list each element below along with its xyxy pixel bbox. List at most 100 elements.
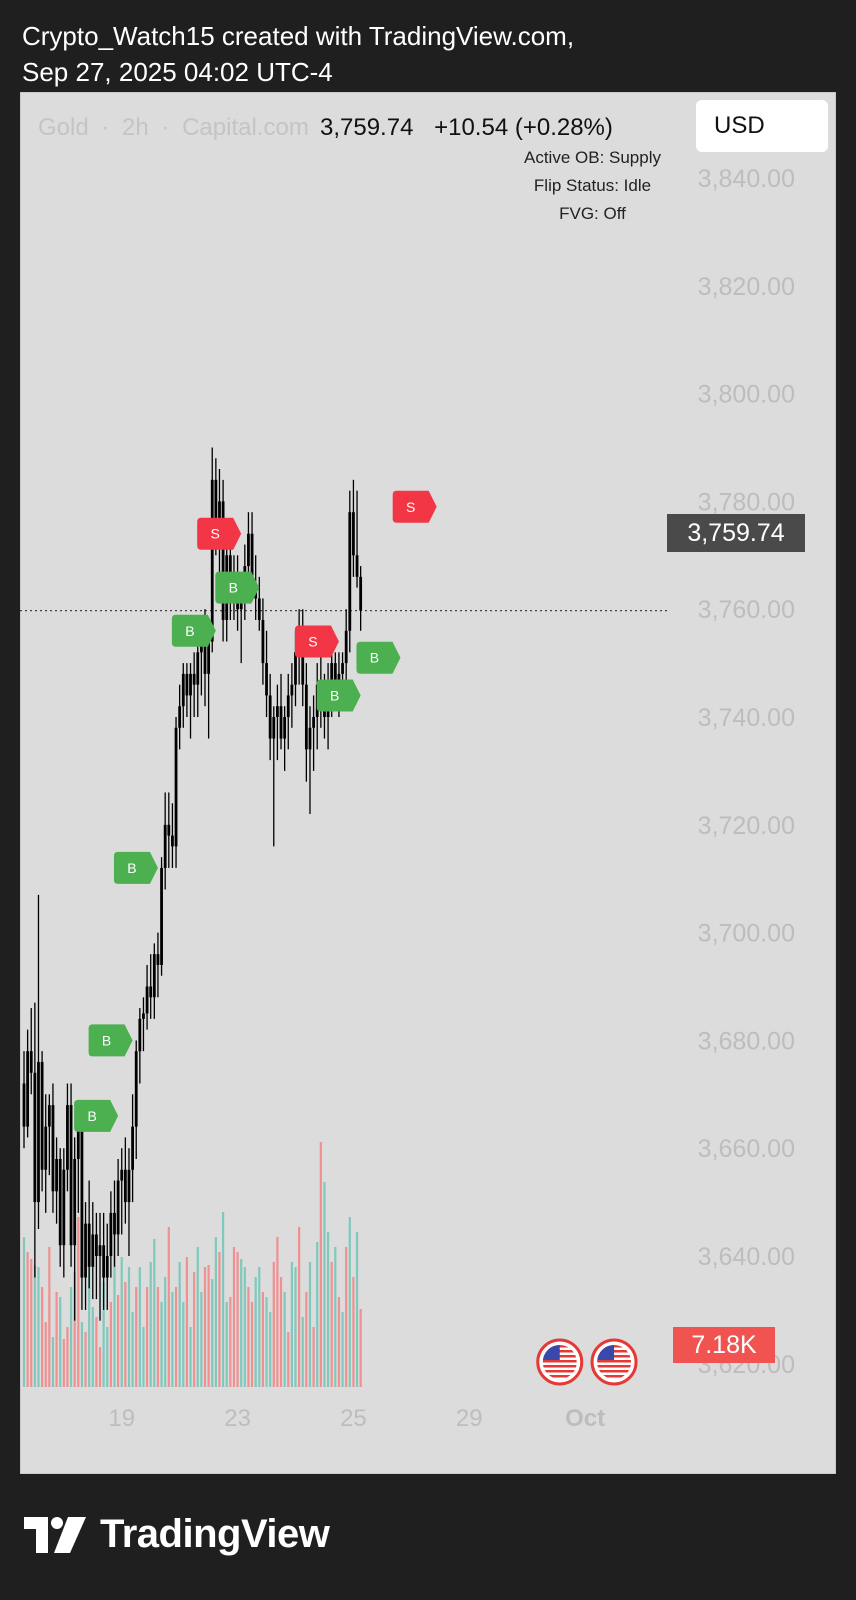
last-price-tag: 3,759.74: [667, 514, 805, 552]
volume-value-label: 7.18K: [691, 1331, 757, 1359]
volume-bar: [149, 1262, 152, 1387]
sell-signal-marker: S: [392, 490, 437, 523]
volume-bar: [135, 1287, 138, 1387]
volume-bar: [59, 1297, 62, 1387]
volume-bar: [69, 1287, 73, 1387]
signal-marker-label: B: [330, 687, 339, 703]
volume-bar: [30, 1259, 33, 1387]
y-axis: 3,840.00 3,820.00 3,800.00 3,780.00 3,760.00…: [698, 165, 795, 1379]
symbol-name: Gold: [38, 114, 89, 141]
chart-header: Crypto_Watch15 created with TradingView.…: [22, 18, 574, 90]
tradingview-mark-icon: [24, 1516, 86, 1553]
candle: [102, 1212, 106, 1310]
signal-marker-label: B: [127, 860, 136, 876]
volume-bar: [193, 1272, 196, 1387]
volume-bar: [348, 1217, 351, 1387]
volume-bar: [77, 1217, 80, 1387]
candle: [95, 1212, 98, 1300]
currency-button[interactable]: USD: [696, 100, 828, 152]
candle: [265, 630, 268, 717]
volume-bar: [359, 1309, 362, 1387]
candle: [73, 1137, 77, 1321]
header-author-line: Crypto_Watch15 created with TradingView.…: [22, 21, 575, 51]
volume-bar: [229, 1297, 232, 1387]
volume-bar: [269, 1312, 272, 1387]
volume-bar: [106, 1327, 109, 1387]
symbol-separator-1: ·: [101, 114, 110, 141]
candle: [196, 641, 200, 717]
volume-value-tag: 7.18K: [673, 1327, 775, 1363]
candle: [26, 1029, 30, 1138]
candle: [69, 1083, 73, 1267]
x-tick-label: Oct: [565, 1405, 605, 1432]
active-ob-label: Active OB: Supply: [523, 148, 661, 167]
volume-bar: [26, 1252, 29, 1387]
volume-bar: [254, 1277, 257, 1387]
candle: [355, 490, 359, 588]
symbol-interval: 2h: [122, 114, 149, 141]
volume-bar: [196, 1247, 199, 1387]
x-axis: 19 23 25 29 Oct: [108, 1405, 605, 1432]
y-tick-label: 3,800.00: [698, 381, 795, 409]
candle: [352, 479, 355, 577]
volume-bar: [55, 1292, 58, 1387]
candle: [142, 997, 145, 1052]
candle: [192, 652, 196, 717]
volume-bar: [276, 1237, 279, 1387]
us-flag-event-icon[interactable]: [536, 1338, 584, 1386]
candle: [167, 792, 171, 868]
volume-bar: [319, 1142, 322, 1387]
volume-bar: [294, 1267, 297, 1387]
candle: [286, 673, 290, 750]
volume-bar: [283, 1292, 286, 1387]
candle: [98, 1212, 102, 1321]
x-tick-label: 29: [456, 1405, 483, 1432]
buy-signal-marker: B: [215, 571, 260, 604]
volume-bar: [272, 1262, 275, 1387]
volume-bar: [298, 1227, 301, 1387]
candle: [120, 1148, 124, 1235]
volume-bar: [37, 1267, 40, 1387]
volume-bar: [243, 1267, 246, 1387]
volume-bar: [91, 1307, 94, 1387]
candle: [33, 1002, 37, 1278]
signal-markers: B B B B S B S B B S: [74, 490, 437, 1132]
volume-bar: [352, 1277, 355, 1387]
candle: [272, 706, 276, 847]
candle: [37, 894, 40, 1230]
tradingview-logo[interactable]: TradingView: [24, 1512, 330, 1557]
candle: [290, 663, 294, 728]
buy-signal-marker: B: [356, 641, 401, 674]
volume-bar: [62, 1339, 65, 1387]
volume-bar: [44, 1322, 47, 1387]
volume-bar: [240, 1259, 243, 1387]
symbol-legend: Gold · 2h · Capital.com: [38, 114, 309, 142]
volume-bar: [218, 1252, 221, 1387]
us-flag-event-icon[interactable]: [590, 1338, 638, 1386]
y-tick-label: 3,760.00: [698, 596, 795, 624]
volume-bar: [214, 1237, 217, 1387]
volume-bar: [182, 1302, 185, 1387]
volume-bar: [301, 1317, 304, 1387]
economic-events[interactable]: [536, 1338, 638, 1386]
volume-bar: [290, 1262, 293, 1387]
fvg-label: FVG: Off: [559, 204, 626, 223]
volume-bar: [113, 1217, 116, 1387]
candle: [113, 1180, 116, 1267]
volume-bar: [330, 1262, 333, 1387]
volume-bar: [355, 1232, 359, 1387]
volume-bar: [88, 1252, 91, 1387]
candle: [221, 479, 225, 642]
sell-signal-marker: S: [294, 625, 339, 658]
signal-marker-label: S: [211, 526, 220, 542]
chart-canvas[interactable]: 3,840.00 3,820.00 3,800.00 3,780.00 3,760.00…: [20, 92, 836, 1474]
y-tick-label: 3,740.00: [698, 704, 795, 732]
y-tick-label: 3,660.00: [698, 1135, 795, 1163]
candle: [185, 663, 189, 717]
candle: [91, 1202, 95, 1300]
candle: [123, 1137, 127, 1224]
tradingview-wordmark: TradingView: [100, 1512, 330, 1556]
y-tick-label: 3,680.00: [698, 1027, 795, 1055]
volume-bar: [211, 1279, 214, 1387]
candle: [181, 663, 185, 728]
